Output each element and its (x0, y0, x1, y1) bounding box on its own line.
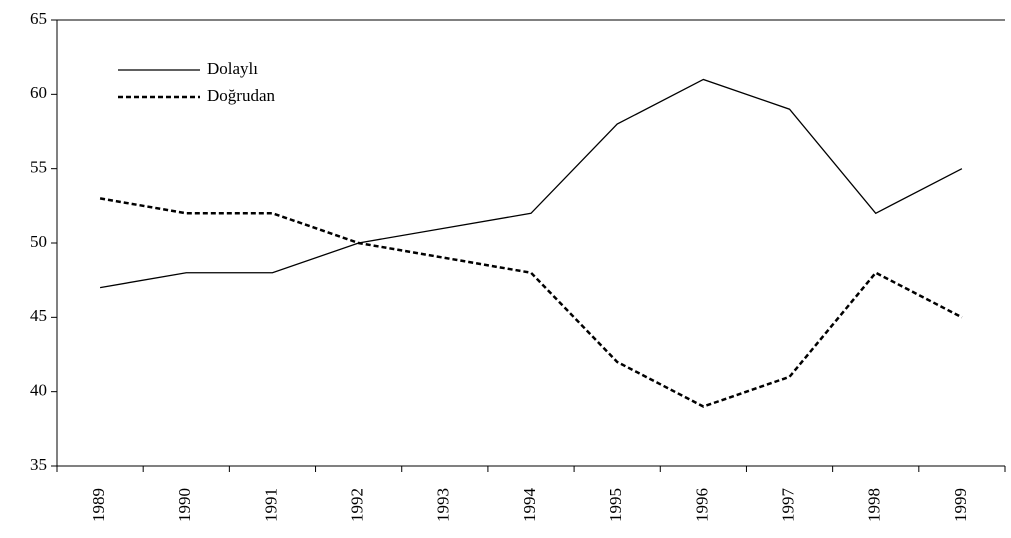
x-tick-label: 1993 (434, 488, 453, 522)
y-tick-label: 55 (30, 158, 47, 177)
y-tick-label: 35 (30, 455, 47, 474)
x-tick-label: 1996 (692, 488, 711, 522)
series-line (99, 197, 963, 408)
x-tick-label: 1990 (175, 488, 194, 522)
series-line (99, 78, 963, 289)
x-tick-label: 1992 (348, 488, 367, 522)
y-tick-label: 60 (30, 83, 47, 102)
legend-label: Dolaylı (207, 59, 258, 78)
y-tick-label: 40 (30, 381, 47, 400)
y-tick-label: 45 (30, 306, 47, 325)
y-tick-label: 65 (30, 9, 47, 28)
x-tick-label: 1998 (865, 488, 884, 522)
x-tick-label: 1995 (606, 488, 625, 522)
x-tick-label: 1994 (520, 488, 539, 523)
y-tick-label: 50 (30, 232, 47, 251)
x-tick-label: 1989 (89, 488, 108, 522)
x-tick-label: 1999 (951, 488, 970, 522)
x-tick-label: 1997 (778, 488, 797, 523)
legend-label: Doğrudan (207, 86, 275, 105)
x-tick-label: 1991 (261, 488, 280, 522)
